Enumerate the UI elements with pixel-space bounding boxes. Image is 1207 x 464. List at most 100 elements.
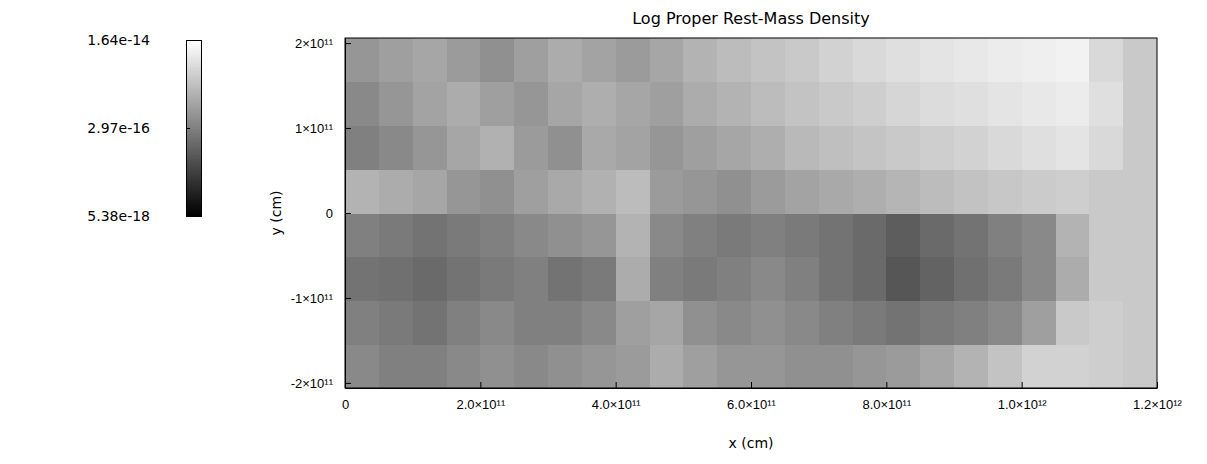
heatmap-cell — [954, 301, 988, 345]
heatmap-cell — [379, 213, 413, 257]
heatmap-cell — [751, 82, 785, 126]
heatmap-cell — [988, 213, 1022, 257]
heatmap-cell — [920, 38, 954, 82]
heatmap-cell — [819, 257, 853, 301]
heatmap-cell — [413, 301, 447, 345]
heatmap-cell — [1123, 213, 1157, 257]
heatmap-cell — [650, 38, 684, 82]
heatmap-cell — [447, 257, 481, 301]
heatmap-cell — [683, 213, 717, 257]
heatmap-cell — [1056, 169, 1090, 213]
heatmap-cell — [582, 301, 616, 345]
x-tick: 1.2×10¹² — [1133, 382, 1182, 412]
heatmap-cell — [920, 82, 954, 126]
x-tick-mark — [1157, 382, 1158, 388]
heatmap-cell — [785, 38, 819, 82]
heatmap-cell — [548, 126, 582, 170]
heatmap-cell — [751, 257, 785, 301]
heatmap-cell — [717, 126, 751, 170]
heatmap-cell — [345, 126, 379, 170]
heatmap-cell — [379, 169, 413, 213]
colorbar-label: 1.64e-14 — [87, 32, 150, 48]
heatmap-cell — [751, 169, 785, 213]
heatmap-cell — [1123, 344, 1157, 388]
heatmap-cell — [751, 344, 785, 388]
heatmap-cell — [853, 126, 887, 170]
heatmap-cell — [1056, 301, 1090, 345]
heatmap-cell — [480, 257, 514, 301]
heatmap-cell — [379, 38, 413, 82]
heatmap-cell — [480, 126, 514, 170]
heatmap-cell — [954, 169, 988, 213]
heatmap-cell — [785, 257, 819, 301]
heatmap-cell — [650, 257, 684, 301]
heatmap-cell — [447, 169, 481, 213]
x-tick-label: 0 — [342, 397, 349, 412]
heatmap-cell — [819, 169, 853, 213]
heatmap-cell — [717, 344, 751, 388]
x-tick-label: 1.0×10¹² — [998, 397, 1047, 412]
heatmap-cell — [379, 257, 413, 301]
heatmap-cell — [954, 126, 988, 170]
heatmap-cell — [548, 301, 582, 345]
heatmap-cell — [345, 213, 379, 257]
heatmap-cell — [886, 38, 920, 82]
heatmap-cell — [1123, 82, 1157, 126]
heatmap-cell — [1056, 213, 1090, 257]
heatmap-cell — [819, 213, 853, 257]
x-tick-mark — [480, 382, 481, 388]
heatmap-cell — [480, 169, 514, 213]
heatmap-cell — [1089, 126, 1123, 170]
x-tick: 1.0×10¹² — [998, 382, 1047, 412]
y-tick: -2×10¹¹ — [291, 376, 351, 391]
x-tick-label: 1.2×10¹² — [1133, 397, 1182, 412]
y-tick-mark — [345, 213, 351, 214]
colorbar-tick — [186, 40, 190, 41]
heatmap-cell — [514, 344, 548, 388]
heatmap-cell — [853, 344, 887, 388]
heatmap-cell — [616, 257, 650, 301]
heatmap-cell — [683, 169, 717, 213]
y-tick: -1×10¹¹ — [291, 291, 351, 306]
heatmap-cell — [514, 126, 548, 170]
heatmap-cell — [548, 344, 582, 388]
heatmap-cell — [379, 126, 413, 170]
heatmap-cell — [480, 301, 514, 345]
heatmap-cell — [1056, 257, 1090, 301]
heatmap-cell — [1056, 82, 1090, 126]
x-tick-mark — [616, 382, 617, 388]
heatmap-cell — [514, 257, 548, 301]
heatmap-cell — [514, 38, 548, 82]
heatmap-cell — [1056, 344, 1090, 388]
heatmap-cell — [1089, 301, 1123, 345]
heatmap-cell — [650, 213, 684, 257]
plot-frame — [345, 38, 1157, 388]
heatmap-cell — [853, 301, 887, 345]
x-tick: 6.0×10¹¹ — [727, 382, 776, 412]
x-tick: 8.0×10¹¹ — [862, 382, 911, 412]
heatmap-cell — [1123, 257, 1157, 301]
heatmap-cell — [886, 213, 920, 257]
heatmap-cell — [1123, 38, 1157, 82]
heatmap-cell — [751, 126, 785, 170]
heatmap-cell — [853, 169, 887, 213]
heatmap-cell — [514, 169, 548, 213]
heatmap-cell — [683, 38, 717, 82]
heatmap-cell — [1089, 38, 1123, 82]
heatmap-cell — [886, 82, 920, 126]
heatmap-cell — [514, 213, 548, 257]
heatmap-cell — [988, 82, 1022, 126]
heatmap-cell — [582, 257, 616, 301]
heatmap-cell — [616, 213, 650, 257]
heatmap-cell — [717, 213, 751, 257]
heatmap-cell — [514, 82, 548, 126]
y-tick: 0 — [326, 206, 351, 221]
heatmap-cell — [1022, 126, 1056, 170]
heatmap-cell — [616, 301, 650, 345]
heatmap-cell — [1089, 344, 1123, 388]
heatmap-cell — [1022, 82, 1056, 126]
heatmap-cell — [988, 344, 1022, 388]
heatmap-cell — [717, 257, 751, 301]
heatmap-cell — [1089, 169, 1123, 213]
heatmap-cell — [447, 82, 481, 126]
